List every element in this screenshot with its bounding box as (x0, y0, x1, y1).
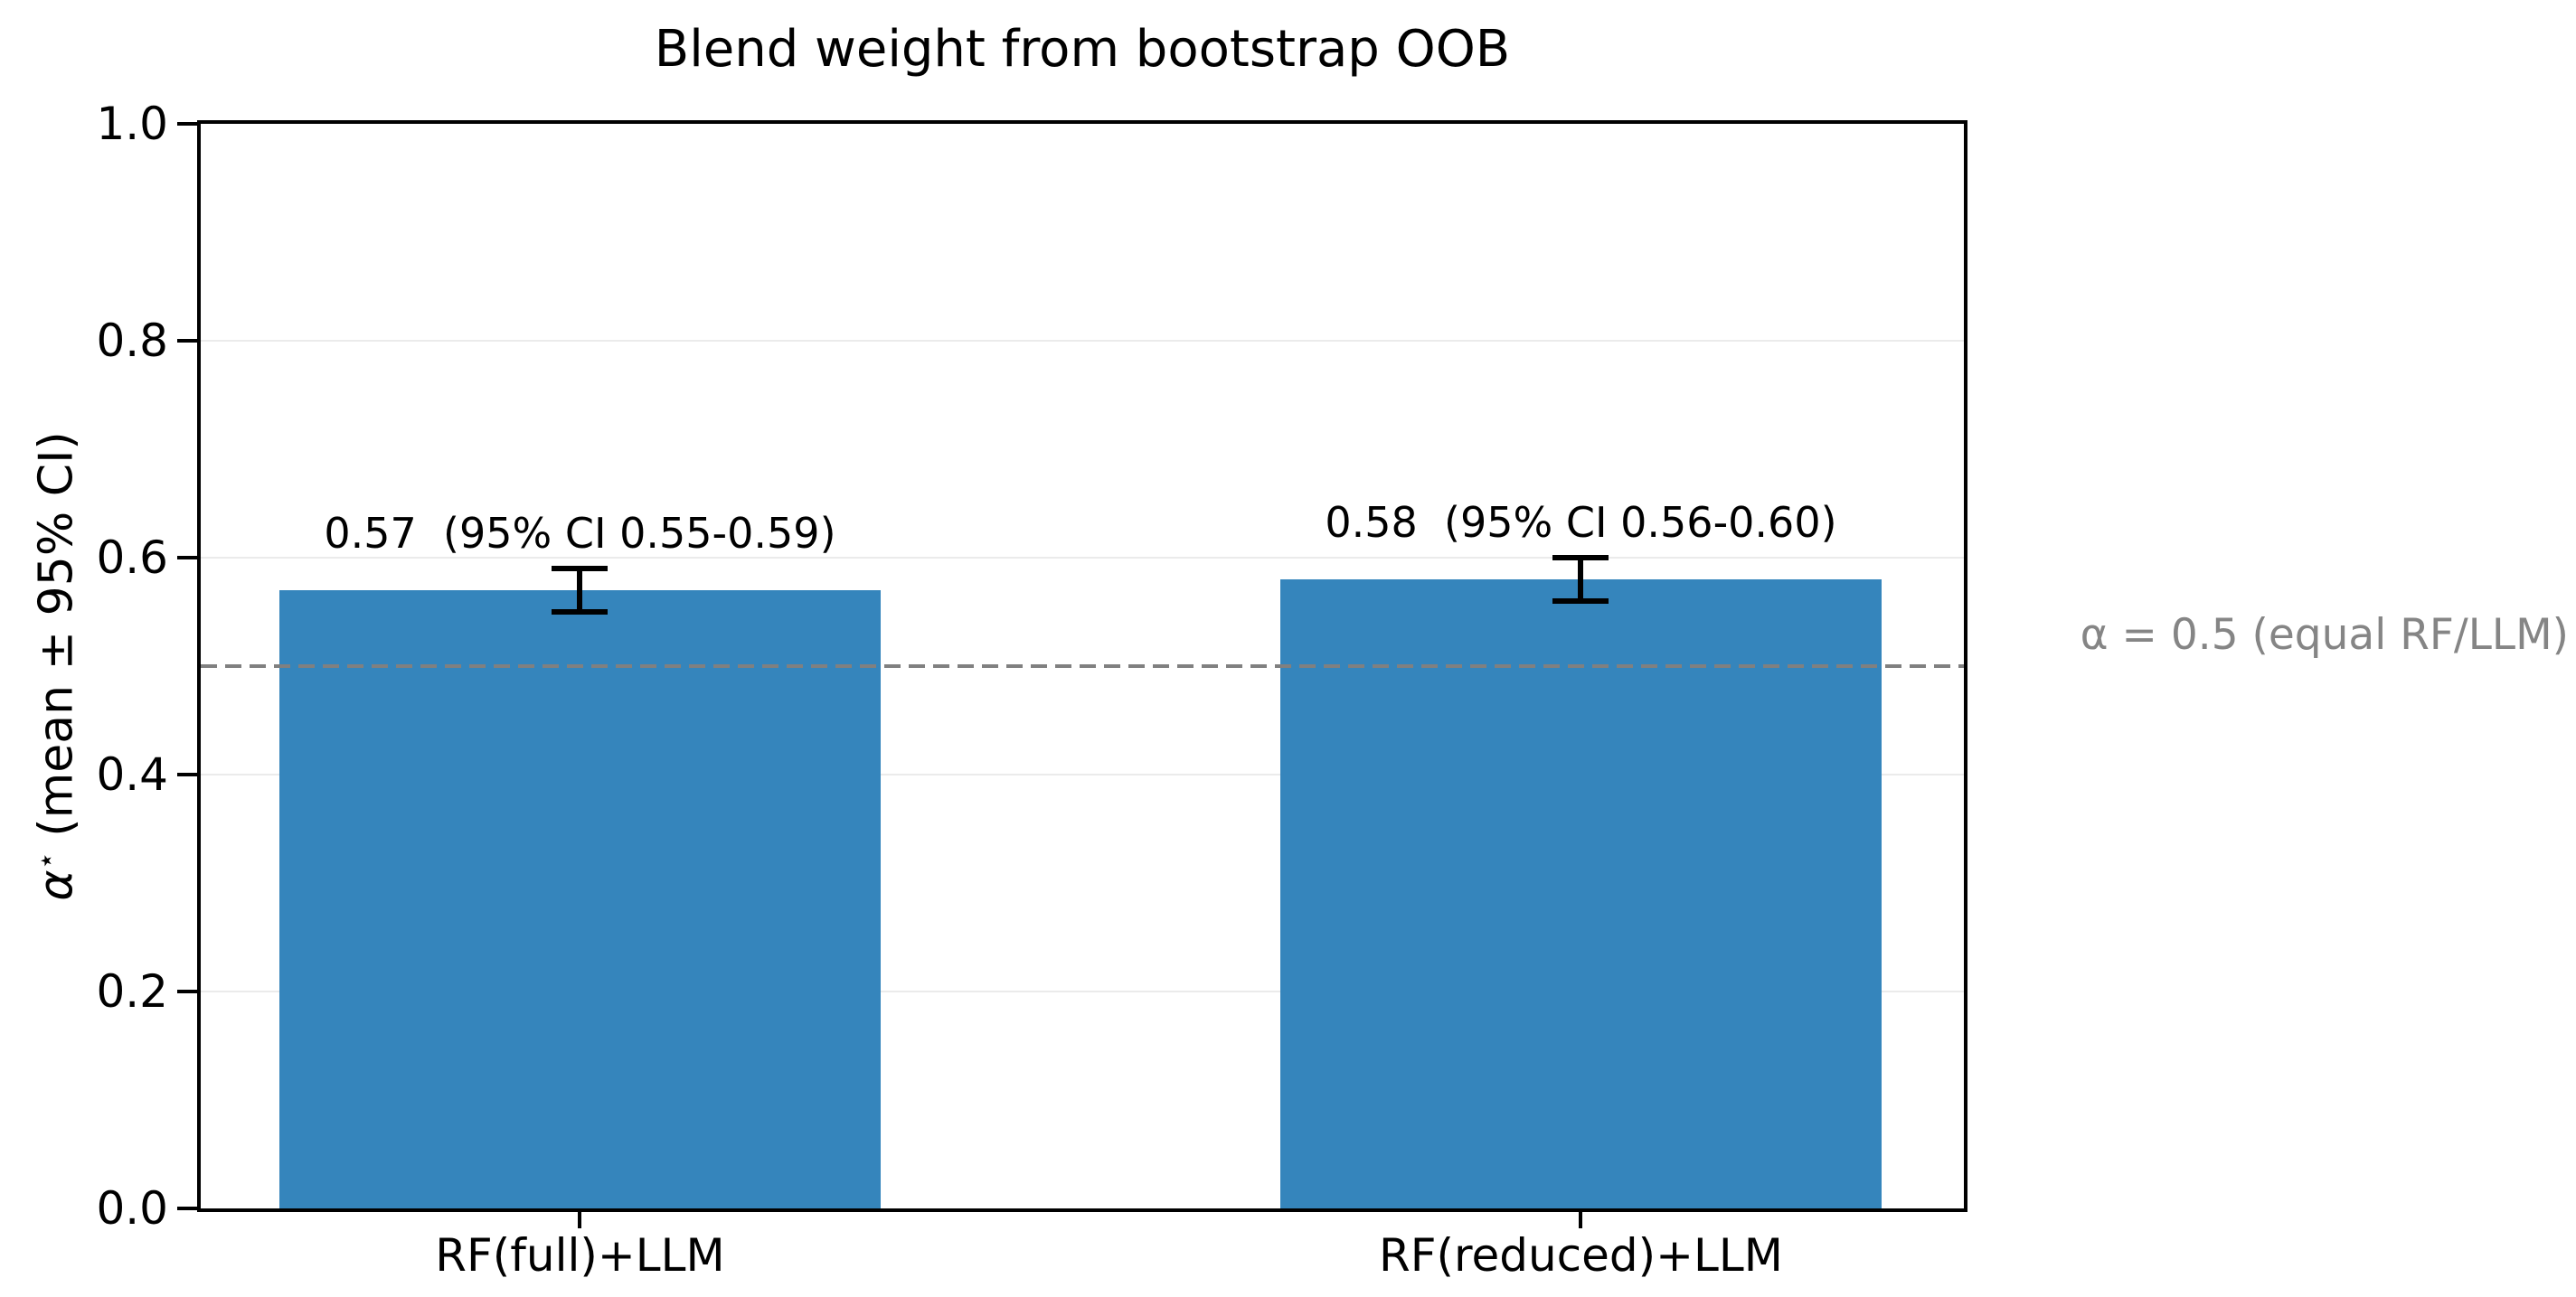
bar-value-annotation: 0.58 (95% CI 0.56-0.60) (1325, 498, 1837, 547)
y-axis-label-star-icon: ⋆ (28, 851, 63, 870)
gridline (201, 991, 1964, 992)
error-bar-cap-bottom (1552, 598, 1609, 604)
gridline (201, 340, 1964, 342)
error-bar-cap-top (1552, 555, 1609, 560)
gridline (201, 774, 1964, 775)
y-tick-mark (177, 990, 197, 993)
reference-dashed-line (201, 664, 1964, 668)
x-tick-mark (578, 1212, 582, 1228)
chart-title: Blend weight from bootstrap OOB (654, 20, 1511, 79)
x-category-label: RF(full)+LLM (435, 1229, 725, 1282)
y-tick-label: 0.0 (96, 1182, 168, 1235)
y-axis-label: α⋆ (mean ± 95% CI) (29, 431, 84, 900)
error-bar-cap-top (552, 566, 609, 571)
gridline (201, 557, 1964, 559)
y-axis-label-alpha: α (29, 869, 84, 901)
y-tick-label: 0.2 (96, 965, 168, 1018)
reference-line-label: α = 0.5 (equal RF/LLM) (2080, 610, 2569, 660)
plot-area: 0.57 (95% CI 0.55-0.59) 0.58 (95% CI 0.56… (197, 120, 1967, 1212)
error-bar (1578, 558, 1584, 601)
bar (1279, 579, 1882, 1208)
y-tick-mark (177, 1207, 197, 1210)
y-tick-label: 0.8 (96, 315, 168, 367)
y-tick-mark (177, 122, 197, 126)
error-bar (577, 569, 583, 612)
error-bar-cap-bottom (552, 609, 609, 615)
x-category-label: RF(reduced)+LLM (1379, 1229, 1783, 1282)
y-tick-label: 0.6 (96, 531, 168, 584)
x-tick-mark (1579, 1212, 1583, 1228)
bar-value-annotation: 0.57 (95% CI 0.55-0.59) (324, 509, 836, 558)
y-tick-mark (177, 339, 197, 343)
y-tick-mark (177, 556, 197, 559)
y-tick-mark (177, 773, 197, 776)
plot-inner: 0.57 (95% CI 0.55-0.59) 0.58 (95% CI 0.56… (201, 124, 1964, 1208)
y-tick-label: 0.4 (96, 748, 168, 801)
y-tick-label: 1.0 (96, 98, 168, 150)
bar (278, 590, 881, 1208)
